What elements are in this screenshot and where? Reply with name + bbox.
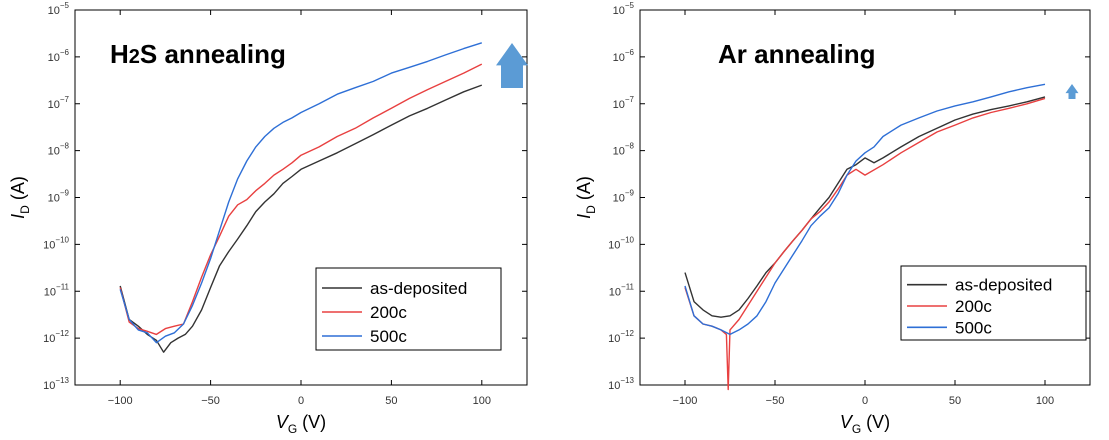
chart-title: H2S annealing xyxy=(110,39,286,69)
y-tick-label: 10−12 xyxy=(43,329,69,345)
x-tick-label: −50 xyxy=(766,395,785,407)
series-line-200c xyxy=(684,97,1046,391)
legend-label: 500c xyxy=(955,318,992,337)
arrow-up-icon xyxy=(496,43,528,88)
y-axis-label: ID (A) xyxy=(574,176,598,219)
y-tick-label: 10−6 xyxy=(613,48,635,64)
x-tick-label: −100 xyxy=(673,395,698,407)
arrow-up-icon xyxy=(1065,84,1079,99)
x-tick-label: 0 xyxy=(298,395,304,407)
legend-label: as-deposited xyxy=(370,279,467,298)
x-axis-label: VG (V) xyxy=(840,412,890,436)
chart-panel-2: 10−13 10−12 10−11 10−10 10−9 10−8 10−7 10−6 10−5… xyxy=(574,1,1091,436)
y-tick-label: 10−13 xyxy=(608,376,634,392)
x-tick-label: −50 xyxy=(201,395,220,407)
series-line-200c xyxy=(119,63,483,336)
y-tick-label: 10−9 xyxy=(48,189,70,205)
legend-label: 200c xyxy=(370,303,407,322)
legend-label: 500c xyxy=(370,327,407,346)
x-tick-label: −100 xyxy=(108,395,133,407)
y-tick-label: 10−11 xyxy=(44,282,70,298)
y-tick-label: 10−9 xyxy=(613,189,635,205)
x-tick-label: 100 xyxy=(1036,395,1054,407)
y-tick-label: 10−5 xyxy=(613,1,635,17)
x-tick-label: 0 xyxy=(862,395,868,407)
y-tick-label: 10−6 xyxy=(48,48,70,64)
chart-panel-1: 10−13 10−12 10−11 10−10 10−9 10−8 10−7 10−6 10−5… xyxy=(8,1,528,436)
x-tick-label: 100 xyxy=(473,395,491,407)
y-tick-label: 10−8 xyxy=(613,142,635,158)
y-tick-label: 10−8 xyxy=(48,142,70,158)
chart-title: Ar annealing xyxy=(718,39,875,69)
y-tick-label: 10−10 xyxy=(608,235,634,251)
series-line-as-deposited xyxy=(684,96,1046,318)
x-tick-label: 50 xyxy=(385,395,397,407)
series-line-500c xyxy=(684,83,1046,336)
y-tick-label: 10−7 xyxy=(48,95,70,111)
y-tick-label: 10−7 xyxy=(613,95,635,111)
x-axis-label: VG (V) xyxy=(276,412,326,436)
series-line-as-deposited xyxy=(119,84,483,353)
legend: as-deposited 200c 500c xyxy=(900,265,1087,341)
y-axis-label: ID (A) xyxy=(8,176,32,219)
legend-label: 200c xyxy=(955,297,992,316)
legend: as-deposited 200c 500c xyxy=(315,267,502,351)
series-line-500c xyxy=(119,42,483,344)
legend-label: as-deposited xyxy=(955,276,1052,295)
y-tick-label: 10−11 xyxy=(609,282,635,298)
y-tick-label: 10−13 xyxy=(43,376,69,392)
y-tick-label: 10−5 xyxy=(48,1,70,17)
y-tick-label: 10−10 xyxy=(43,235,69,251)
y-tick-label: 10−12 xyxy=(608,329,634,345)
x-tick-label: 50 xyxy=(949,395,961,407)
